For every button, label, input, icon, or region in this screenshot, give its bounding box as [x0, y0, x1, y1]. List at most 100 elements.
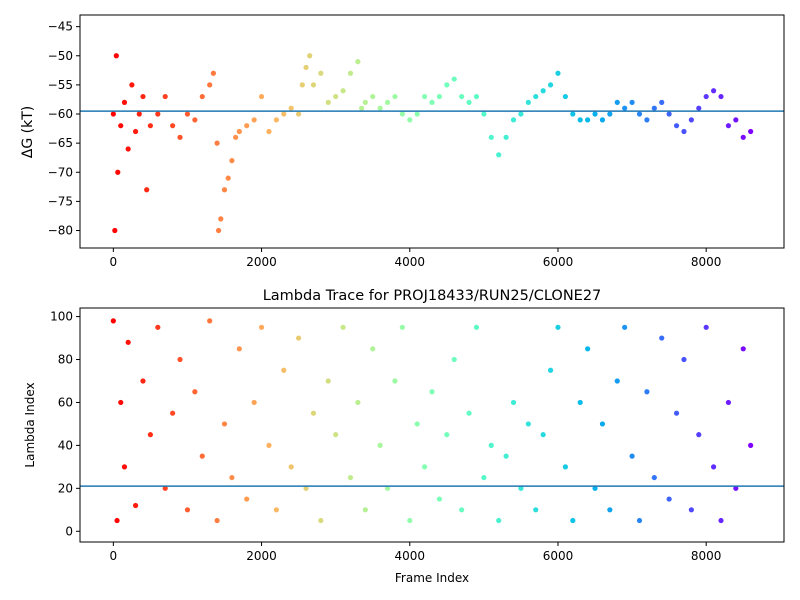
data-point [547, 367, 554, 373]
data-point [184, 507, 191, 513]
data-point [399, 324, 405, 330]
data-point [258, 324, 265, 330]
y-tick-label: −75 [48, 194, 73, 208]
data-point [547, 82, 554, 88]
delta-g-axes-frame [79, 14, 785, 249]
data-point [496, 152, 502, 158]
y-tick-label: 80 [58, 353, 73, 367]
data-point [651, 474, 657, 481]
data-point [696, 432, 702, 438]
data-point [718, 93, 724, 100]
lambda-y-ticks: 0 20 40 60 80 100 [50, 310, 80, 538]
data-point [688, 117, 694, 123]
data-point [421, 93, 428, 100]
data-point [121, 464, 128, 470]
data-point [121, 99, 128, 105]
data-point [370, 346, 376, 352]
data-point [177, 134, 183, 140]
delta-g-y-axis-label: ΔG (kT) [20, 106, 36, 158]
x-tick-label: 8000 [691, 255, 722, 269]
data-point [444, 432, 450, 438]
y-tick-label: −50 [48, 49, 73, 63]
data-point [333, 432, 339, 438]
data-point [570, 517, 576, 524]
data-point [170, 410, 176, 416]
data-point [155, 324, 161, 330]
data-point [177, 356, 183, 363]
data-point [414, 421, 420, 427]
data-point [429, 389, 435, 395]
data-point [118, 399, 124, 406]
data-point [614, 378, 620, 384]
data-point [533, 93, 539, 100]
x-tick-label: 2000 [246, 255, 277, 269]
data-point [214, 517, 220, 524]
data-point [147, 123, 153, 129]
data-point [236, 128, 242, 135]
lambda-y-axis-label: Lambda Index [23, 382, 37, 467]
lambda-x-axis-label: Frame Index [395, 571, 469, 585]
y-tick-label: −55 [48, 78, 73, 92]
data-point [210, 70, 216, 76]
data-point [125, 339, 131, 345]
data-point [318, 70, 324, 76]
data-point [244, 496, 250, 502]
data-point [303, 64, 309, 71]
data-point [199, 453, 205, 459]
y-tick-label: −80 [48, 224, 73, 238]
y-tick-label: 20 [58, 481, 73, 495]
data-point [258, 93, 265, 100]
data-point [296, 111, 302, 117]
data-point [184, 111, 191, 117]
data-point [651, 105, 657, 111]
data-point [347, 474, 354, 481]
data-point [303, 485, 309, 491]
data-point [325, 99, 331, 105]
data-point [503, 134, 509, 140]
data-point [599, 421, 606, 427]
data-point [299, 82, 305, 88]
data-point [659, 335, 665, 341]
data-point [673, 123, 680, 129]
data-point [359, 105, 365, 111]
data-point [577, 117, 583, 123]
y-tick-label: 60 [58, 395, 73, 409]
data-point [362, 99, 368, 105]
data-point [333, 93, 339, 100]
y-tick-label: −70 [48, 165, 73, 179]
data-point [233, 134, 239, 140]
data-point [318, 517, 324, 524]
x-tick-label: 6000 [543, 255, 574, 269]
delta-g-panel: 0 2000 4000 6000 8000 −80−75−70−65−60−55−50−… [20, 14, 785, 269]
data-point [607, 507, 613, 513]
data-point [273, 507, 279, 513]
data-point [229, 158, 235, 164]
data-point [399, 111, 405, 117]
delta-g-y-ticks: −80 −75 −70 −65 −60 −55 −50 −45 [48, 20, 80, 238]
data-point [451, 356, 457, 363]
data-point [384, 99, 391, 105]
data-point [681, 356, 687, 363]
data-point [555, 324, 561, 330]
data-point [140, 378, 146, 384]
data-point [488, 134, 494, 140]
x-tick-label: 0 [110, 549, 118, 563]
data-point [644, 117, 650, 123]
data-point [585, 117, 591, 123]
lambda-points [110, 318, 754, 524]
data-point [585, 346, 591, 352]
data-point [370, 93, 376, 100]
data-point [377, 442, 383, 448]
data-point [525, 99, 531, 105]
data-point [288, 105, 294, 111]
data-point [377, 105, 383, 111]
data-point [503, 453, 509, 459]
data-point [199, 93, 205, 100]
data-point [125, 146, 131, 152]
data-point [281, 111, 287, 117]
data-point [215, 227, 222, 234]
y-tick-label: −60 [48, 107, 73, 121]
data-point [162, 93, 168, 100]
data-point [599, 117, 606, 123]
